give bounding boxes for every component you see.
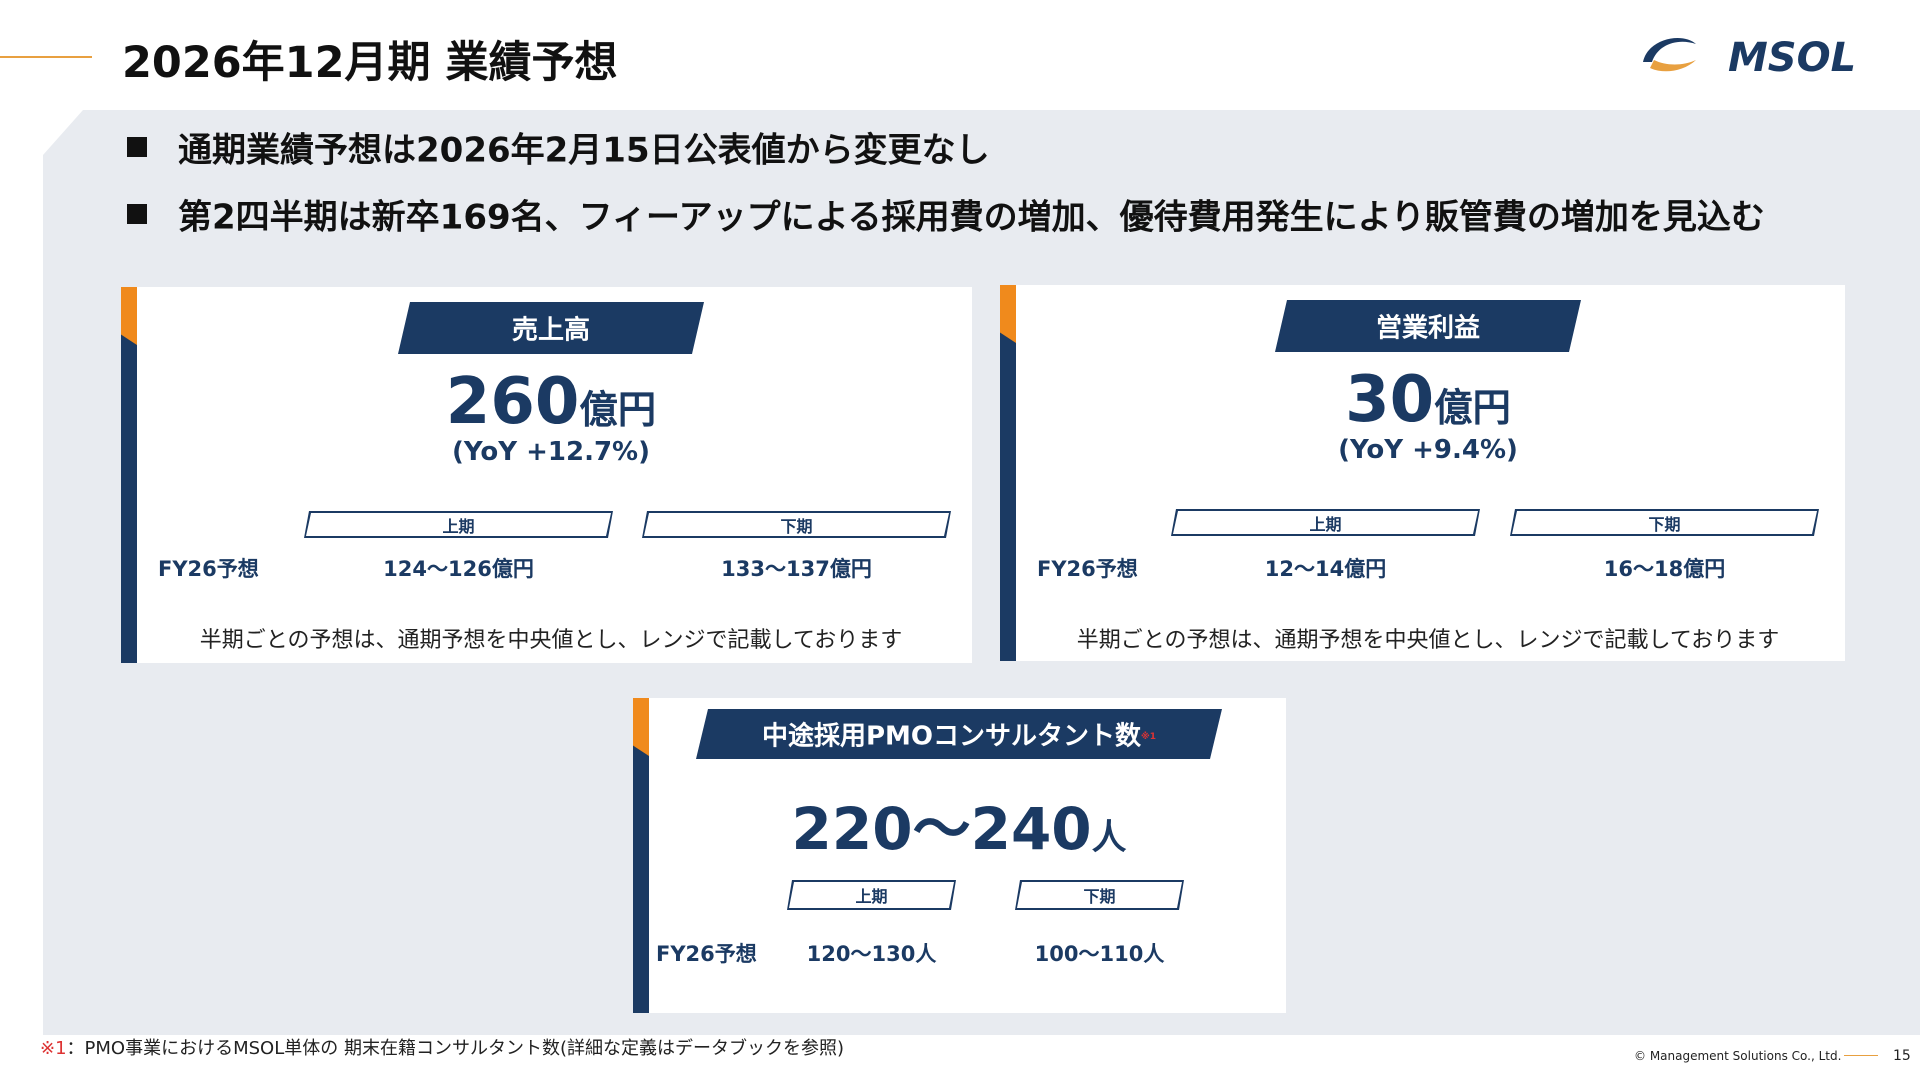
headline: 30億円 (1345, 363, 1511, 437)
half-value: 16〜18億円 (1603, 557, 1726, 581)
bullet-text: 第2四半期は新卒169名、フィーアップによる採用費の増加、優待費用発生により販管… (178, 197, 1765, 238)
bullet-square (127, 137, 147, 157)
half-value: 100〜110人 (1034, 942, 1165, 966)
row-label: FY26予想 (1037, 557, 1138, 581)
yoy: (YoY +12.7%) (452, 437, 650, 467)
card: 営業利益 30億円 (YoY +9.4%) 上期 12〜14億円 下期 16〜18億円 FY2… (1000, 285, 1845, 661)
half-box-inner (644, 513, 949, 536)
half-label: 下期 (1648, 514, 1681, 534)
half-box-inner (1173, 511, 1478, 534)
card-header: 中途採用PMOコンサルタント数※1 (762, 716, 1156, 753)
footer-rule (1844, 1055, 1878, 1056)
headline: 220〜240人 (792, 782, 1127, 866)
headline-unit: 人 (1091, 818, 1127, 858)
card-bar-accent (1000, 285, 1016, 343)
row-label: FY26予想 (158, 557, 259, 581)
card-header-bg (696, 709, 1222, 759)
card-bar (121, 287, 137, 663)
half-label: 上期 (1309, 514, 1342, 534)
yoy: (YoY +9.4%) (1338, 435, 1518, 465)
half-box-inner (306, 513, 611, 536)
footnote-marker: ※1 (40, 1038, 67, 1059)
half-box-inner (789, 882, 954, 908)
half-value: 120〜130人 (806, 942, 937, 966)
card-title-note: ※1 (1141, 732, 1157, 742)
row-label: FY26予想 (656, 942, 757, 966)
half-label: 上期 (855, 887, 888, 906)
card-bar (1000, 285, 1016, 661)
card-header-bg (1275, 300, 1581, 352)
headline-value: 260 (445, 365, 580, 439)
card-header-bg (398, 302, 704, 354)
headline-unit: 億円 (579, 388, 657, 433)
headline-value: 30 (1345, 363, 1435, 437)
card-bar-accent (121, 287, 137, 345)
half-value: 133〜137億円 (721, 557, 872, 581)
card-bar-accent (633, 698, 649, 756)
half-box-inner (1017, 882, 1182, 908)
title-rule (0, 56, 92, 58)
card: 売上高 260億円 (YoY +12.7%) 上期 124〜126億円 下期 133〜137… (121, 287, 972, 663)
card-title: 営業利益 (1375, 313, 1481, 344)
card-note: 半期ごとの予想は、通期予想を中央値とし、レンジで記載しております (1076, 628, 1780, 653)
logo-mark (1643, 38, 1696, 72)
card: 中途採用PMOコンサルタント数※1 220〜240人上期 120〜130人 下期 100… (633, 698, 1286, 1013)
page-title: 2026年12月期 業績予想 (122, 38, 618, 88)
bullet-square (127, 204, 147, 224)
page-number: 15 (1893, 1048, 1911, 1064)
half-label: 下期 (1083, 887, 1116, 906)
footnote: ※1：PMO事業におけるMSOL単体の 期末在籍コンサルタント数(詳細な定義はデ… (40, 1034, 844, 1060)
card-header: 売上高 (512, 310, 590, 347)
card-note: 半期ごとの予想は、通期予想を中央値とし、レンジで記載しております (199, 628, 903, 653)
copyright: © Management Solutions Co., Ltd. (1634, 1049, 1842, 1063)
half-box-inner (1512, 511, 1817, 534)
card-bar (633, 698, 649, 1013)
headline-value: 220〜240 (791, 795, 1092, 863)
headline: 260億円 (446, 365, 656, 439)
card-title: 中途採用PMOコンサルタント数 (761, 721, 1142, 752)
bullet-text: 通期業績予想は2026年2月15日公表値から変更なし (178, 130, 990, 171)
half-label: 下期 (780, 516, 813, 536)
half-label: 上期 (442, 516, 475, 536)
card-title: 売上高 (511, 315, 591, 346)
card-header: 営業利益 (1376, 308, 1480, 345)
half-value: 124〜126億円 (383, 557, 534, 581)
half-value: 12〜14億円 (1264, 557, 1387, 581)
headline-unit: 億円 (1434, 386, 1511, 431)
footnote-text: ：PMO事業におけるMSOL単体の 期末在籍コンサルタント数(詳細な定義はデータ… (66, 1038, 845, 1059)
logo-text: MSOL (1728, 35, 1857, 81)
